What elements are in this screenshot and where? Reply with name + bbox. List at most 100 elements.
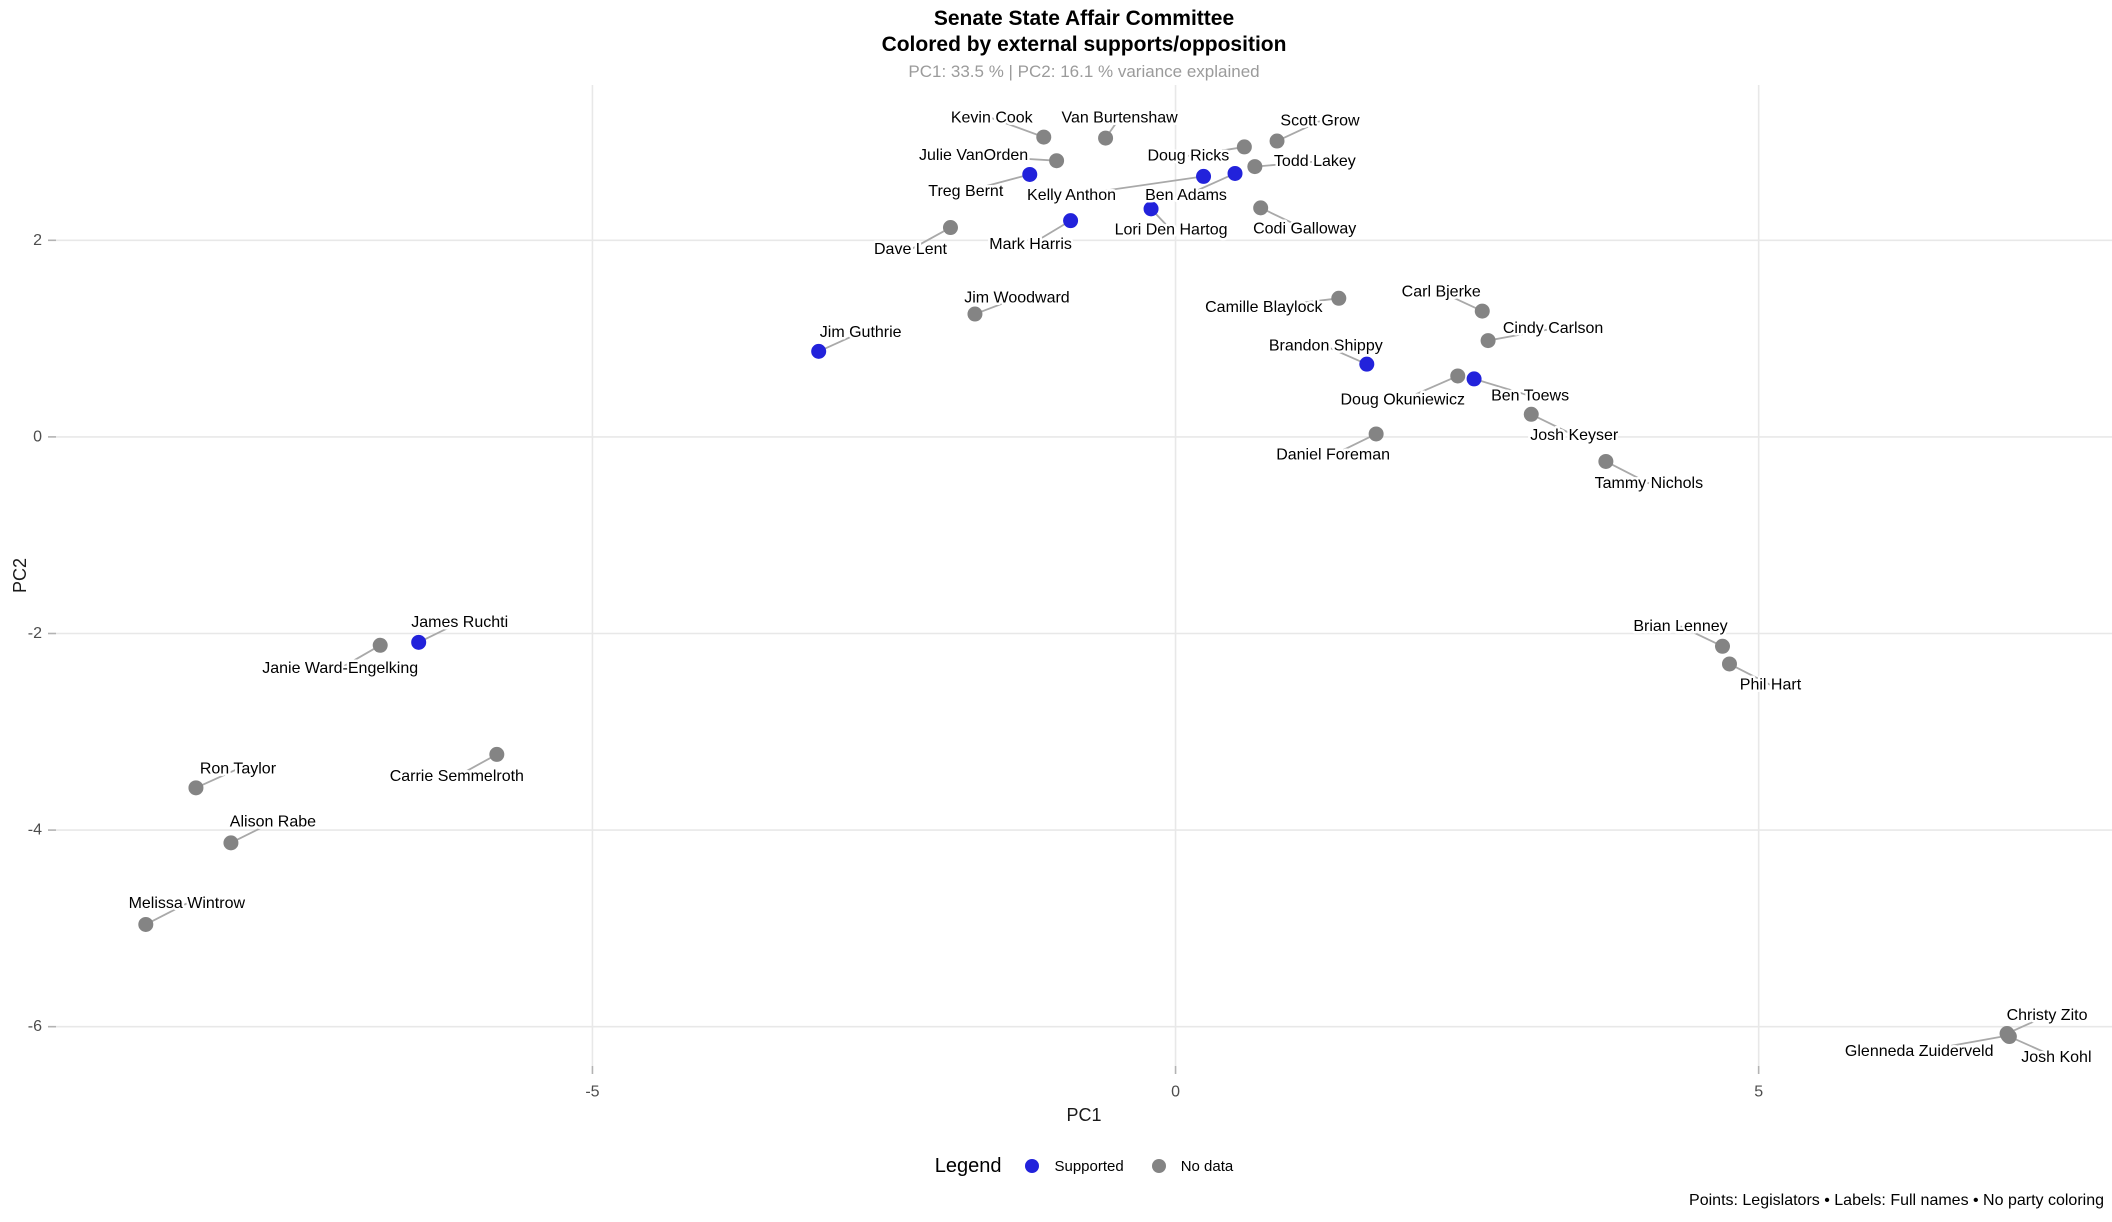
point-kevin-cook [1036, 129, 1052, 145]
point-tammy-nichols [1598, 453, 1614, 469]
point-label-brandon-shippy: Brandon Shippy [1269, 338, 1383, 355]
x-axis-title: PC1 [1066, 1105, 1101, 1125]
point-label-josh-keyser: Josh Keyser [1530, 427, 1619, 444]
point-carl-bjerke [1474, 303, 1490, 319]
point-label-carrie-semmelroth: Carrie Semmelroth [390, 768, 524, 785]
point-label-ben-adams: Ben Adams [1145, 187, 1227, 204]
point-janie-ward-engelking [372, 637, 388, 653]
point-jim-woodward [967, 306, 983, 322]
legend-item-no-data: No data [1151, 1157, 1234, 1175]
point-label-van-burtenshaw: Van Burtenshaw [1061, 110, 1178, 127]
point-ron-taylor [188, 780, 204, 796]
point-kelly-anthon [1196, 168, 1212, 184]
point-label-janie-ward-engelking: Janie Ward-Engelking [262, 660, 418, 677]
leader-line-ben-toews [1473, 378, 1531, 397]
x-tick-label-5: 5 [1754, 1084, 1763, 1101]
point-daniel-foreman [1368, 426, 1384, 442]
point-josh-keyser [1523, 406, 1539, 422]
leader-line-doug-ricks [1188, 146, 1245, 157]
point-alison-rabe [223, 835, 239, 851]
leader-line-brian-lenney [1680, 625, 1723, 648]
point-james-ruchti [411, 634, 427, 650]
legend-label-supported: Supported [1054, 1157, 1124, 1175]
leader-line-janie-ward-engelking [339, 644, 381, 670]
point-label-doug-ricks: Doug Ricks [1147, 147, 1229, 164]
point-phil-hart [1721, 656, 1737, 672]
point-label-james-ruchti: James Ruchti [411, 614, 508, 631]
legend-item-supported: Supported [1025, 1157, 1124, 1175]
point-label-kevin-cook: Kevin Cook [951, 110, 1034, 127]
leader-line-cindy-carlson [1487, 327, 1554, 342]
y-tick-label--2: -2 [28, 625, 42, 642]
leader-line-dave-lent [910, 226, 951, 251]
legend-title: Legend [934, 1154, 1002, 1177]
leader-line-scott-grow [1276, 120, 1321, 142]
point-todd-lakey [1247, 159, 1263, 175]
leader-line-treg-bernt [965, 173, 1031, 193]
point-mark-harris [1063, 213, 1079, 229]
point-label-treg-bernt: Treg Bernt [928, 183, 1004, 200]
leader-line-mark-harris [1030, 219, 1072, 246]
leader-line-josh-kohl [2009, 1035, 2057, 1059]
point-doug-ricks [1236, 139, 1252, 155]
point-label-ben-toews: Ben Toews [1491, 387, 1569, 404]
point-label-doug-okuniewicz: Doug Okuniewicz [1341, 391, 1466, 408]
chart-caption: Points: Legislators • Labels: Full names… [1689, 1192, 2104, 1209]
leader-line-glenneda-zuiderveld [1919, 1034, 2009, 1053]
point-label-christy-zito: Christy Zito [2007, 1007, 2088, 1024]
point-ben-toews [1466, 371, 1482, 387]
point-label-carl-bjerke: Carl Bjerke [1402, 284, 1481, 301]
leader-line-camille-blaylock [1263, 297, 1339, 309]
point-label-scott-grow: Scott Grow [1280, 113, 1360, 130]
leader-line-codi-galloway [1260, 207, 1306, 230]
point-label-mark-harris: Mark Harris [989, 236, 1072, 253]
point-ben-adams [1227, 165, 1243, 181]
point-julie-vanorden [1049, 153, 1065, 169]
point-label-ron-taylor: Ron Taylor [200, 760, 277, 777]
point-scott-grow [1269, 133, 1285, 149]
point-label-glenneda-zuiderveld: Glenneda Zuiderveld [1845, 1043, 1994, 1060]
point-label-brian-lenney: Brian Lenney [1633, 618, 1727, 635]
legend: Legend Supported No data [56, 1146, 2112, 1186]
point-brian-lenney [1714, 638, 1730, 654]
point-label-kelly-anthon: Kelly Anthon [1027, 187, 1116, 204]
leader-line-josh-keyser [1530, 413, 1575, 437]
leader-line-alison-rabe [230, 821, 274, 844]
point-doug-okuniewicz [1450, 368, 1466, 384]
x-tick-label-0: 0 [1171, 1084, 1180, 1101]
point-cindy-carlson [1480, 333, 1496, 349]
point-label-daniel-foreman: Daniel Foreman [1276, 446, 1390, 463]
leader-line-daniel-foreman [1332, 433, 1377, 456]
point-label-phil-hart: Phil Hart [1740, 676, 1802, 693]
leader-line-kelly-anthon [1071, 175, 1204, 197]
leader-line-melissa-wintrow [145, 902, 188, 926]
y-tick-label--6: -6 [28, 1018, 42, 1035]
supported-dot-icon [1025, 1159, 1040, 1173]
point-label-cindy-carlson: Cindy Carlson [1503, 320, 1603, 337]
leader-line-carrie-semmelroth [456, 753, 498, 778]
y-axis-title: PC2 [10, 558, 30, 593]
point-label-todd-lakey: Todd Lakey [1274, 153, 1356, 170]
no-data-dot-icon [1151, 1159, 1166, 1173]
point-label-josh-kohl: Josh Kohl [2021, 1049, 2091, 1066]
point-treg-bernt [1022, 166, 1038, 182]
leader-line-ben-adams [1185, 172, 1236, 197]
point-label-codi-galloway: Codi Galloway [1253, 220, 1356, 237]
leader-line-carl-bjerke [1440, 291, 1483, 312]
point-label-camille-blaylock: Camille Blaylock [1205, 299, 1323, 316]
point-label-jim-woodward: Jim Woodward [964, 290, 1070, 307]
legend-label-no-data: No data [1180, 1157, 1234, 1175]
point-label-tammy-nichols: Tammy Nichols [1595, 475, 1703, 492]
point-melissa-wintrow [138, 916, 154, 932]
point-label-julie-vanorden: Julie VanOrden [919, 147, 1028, 164]
leader-line-jim-guthrie [818, 331, 862, 353]
point-label-melissa-wintrow: Melissa Wintrow [129, 895, 246, 912]
leader-line-todd-lakey [1254, 160, 1315, 168]
point-camille-blaylock [1331, 290, 1347, 306]
leader-line-doug-okuniewicz [1402, 375, 1459, 401]
point-jim-guthrie [811, 343, 827, 359]
point-label-jim-guthrie: Jim Guthrie [820, 324, 902, 341]
point-label-lori-den-hartog: Lori Den Hartog [1115, 221, 1228, 238]
x-tick-label--5: -5 [585, 1084, 599, 1101]
